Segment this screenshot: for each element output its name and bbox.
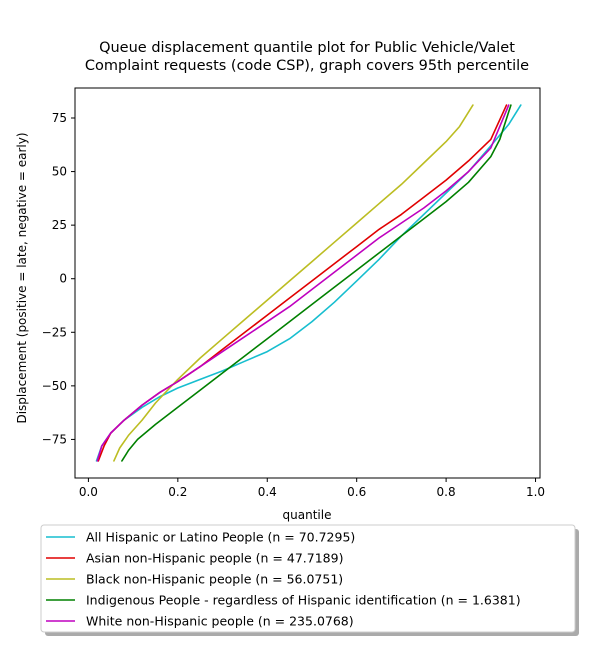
legend-label: White non-Hispanic people (n = 235.0768) bbox=[86, 614, 354, 629]
x-tick-label: 0.8 bbox=[437, 485, 456, 499]
x-axis: 0.0 0.2 0.4 0.6 0.8 1.0 bbox=[79, 478, 545, 499]
chart-title-line-2: Complaint requests (code CSP), graph cov… bbox=[85, 58, 529, 74]
y-tick-label: 25 bbox=[52, 218, 67, 232]
series-line-1 bbox=[95, 104, 522, 462]
legend-label: Indigenous People - regardless of Hispan… bbox=[86, 593, 521, 608]
y-tick-label: 0 bbox=[59, 272, 67, 286]
series-line-4 bbox=[121, 104, 512, 462]
legend-label: Black non-Hispanic people (n = 56.0751) bbox=[86, 572, 343, 587]
legend-entries: All Hispanic or Latino People (n = 70.72… bbox=[46, 530, 521, 629]
y-tick-label: −25 bbox=[42, 325, 67, 339]
x-tick-label: 0.6 bbox=[347, 485, 366, 499]
x-tick-label: 0.4 bbox=[258, 485, 277, 499]
y-tick-label: −75 bbox=[42, 432, 67, 446]
x-tick-label: 1.0 bbox=[526, 485, 545, 499]
legend: All Hispanic or Latino People (n = 70.72… bbox=[40, 524, 579, 636]
plot-frame bbox=[74, 87, 541, 479]
y-axis-label: Displacement (positive = late, negative … bbox=[15, 132, 29, 423]
x-tick-label: 0.0 bbox=[79, 485, 98, 499]
series-line-5 bbox=[96, 104, 510, 462]
series-line-2 bbox=[97, 104, 508, 462]
y-tick-label: 75 bbox=[52, 111, 67, 125]
legend-label: All Hispanic or Latino People (n = 70.72… bbox=[86, 530, 355, 545]
series-line-3 bbox=[113, 104, 474, 462]
y-tick-label: 50 bbox=[52, 165, 67, 179]
legend-label: Asian non-Hispanic people (n = 47.7189) bbox=[86, 551, 343, 566]
legend-box bbox=[40, 524, 576, 633]
chart-title-line-1: Queue displacement quantile plot for Pub… bbox=[99, 40, 515, 56]
x-tick-label: 0.2 bbox=[168, 485, 187, 499]
series-layer bbox=[95, 104, 522, 462]
x-axis-label: quantile bbox=[283, 508, 332, 522]
y-tick-label: −50 bbox=[42, 379, 67, 393]
y-axis: −75 −50 −25 0 25 50 75 bbox=[42, 111, 75, 446]
